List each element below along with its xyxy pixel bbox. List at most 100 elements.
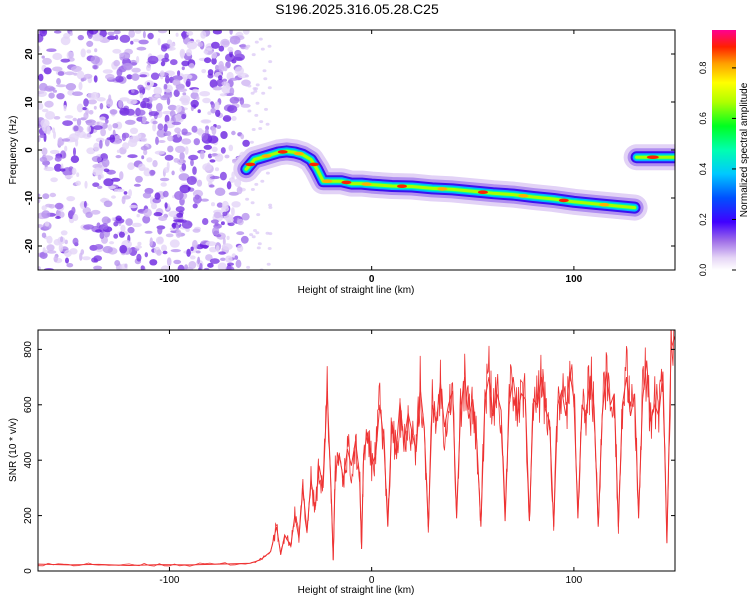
noise-blob bbox=[186, 248, 191, 257]
noise-blob bbox=[80, 48, 86, 58]
noise-blob bbox=[209, 159, 216, 163]
noise-blob bbox=[239, 97, 245, 106]
snr-xtick-label: 0 bbox=[369, 575, 375, 586]
noise-blob bbox=[197, 256, 201, 265]
noise-blob bbox=[181, 30, 187, 40]
noise-blob bbox=[65, 257, 69, 264]
noise-blob bbox=[64, 249, 72, 258]
noise-blob bbox=[146, 82, 151, 86]
trace-peak bbox=[477, 190, 488, 194]
noise-blob bbox=[202, 163, 213, 171]
noise-blob bbox=[103, 178, 114, 187]
noise-blob bbox=[226, 181, 232, 190]
noise-blob bbox=[205, 254, 213, 261]
noise-blob bbox=[171, 121, 182, 126]
noise-blob bbox=[146, 157, 153, 163]
noise-blob bbox=[254, 40, 259, 44]
noise-blob bbox=[143, 149, 148, 156]
noise-blob bbox=[214, 101, 220, 111]
noise-blob bbox=[222, 211, 228, 217]
noise-blob bbox=[160, 265, 170, 270]
noise-blob bbox=[142, 192, 152, 199]
noise-blob bbox=[94, 244, 104, 250]
noise-blob bbox=[86, 147, 96, 155]
noise-blob bbox=[76, 103, 84, 113]
noise-blob bbox=[192, 88, 199, 93]
noise-blob bbox=[199, 91, 211, 97]
noise-blob bbox=[221, 200, 229, 210]
noise-blob bbox=[156, 102, 163, 112]
noise-blob bbox=[41, 55, 45, 59]
noise-blob bbox=[166, 39, 173, 45]
noise-blob bbox=[38, 197, 41, 204]
noise-blob bbox=[181, 138, 192, 145]
noise-blob bbox=[52, 89, 58, 93]
noise-blob bbox=[60, 36, 71, 46]
noise-blob bbox=[240, 235, 249, 244]
noise-blob bbox=[108, 94, 112, 102]
noise-blob bbox=[124, 263, 128, 268]
noise-blob bbox=[142, 97, 150, 103]
noise-blob bbox=[128, 30, 135, 38]
noise-blob bbox=[133, 38, 140, 43]
noise-blob bbox=[245, 197, 250, 201]
noise-blob bbox=[235, 259, 242, 268]
noise-blob bbox=[218, 251, 226, 255]
noise-blob bbox=[218, 64, 225, 73]
noise-blob bbox=[113, 30, 121, 35]
noise-blob bbox=[116, 149, 121, 153]
noise-blob bbox=[44, 221, 50, 227]
noise-blob bbox=[159, 177, 170, 182]
snr-xlabel: Height of straight line (km) bbox=[298, 585, 415, 596]
noise-blob bbox=[201, 132, 209, 141]
colorbar-ticks: 0.0 0.2 0.4 0.6 0.8 bbox=[698, 62, 736, 276]
spectrogram-ylabel: Frequency (Hz) bbox=[8, 116, 19, 185]
noise-blob bbox=[143, 168, 152, 177]
noise-blob bbox=[105, 118, 109, 124]
noise-blob bbox=[266, 262, 271, 266]
noise-blob bbox=[188, 154, 199, 161]
noise-blob bbox=[199, 262, 203, 270]
noise-blob bbox=[192, 239, 198, 249]
noise-blob bbox=[72, 213, 79, 222]
noise-blob bbox=[137, 133, 142, 139]
noise-blob bbox=[63, 104, 67, 112]
noise-blob bbox=[136, 56, 140, 64]
trace-peak bbox=[341, 180, 352, 185]
noise-blob bbox=[251, 53, 256, 57]
noise-blob bbox=[210, 219, 219, 224]
noise-blob bbox=[170, 59, 178, 66]
noise-blob bbox=[214, 167, 220, 172]
noise-blob bbox=[165, 75, 170, 84]
trace-peak bbox=[437, 187, 448, 191]
noise-blob bbox=[155, 236, 164, 245]
snr-ytick-label: 800 bbox=[23, 341, 34, 358]
noise-blob bbox=[224, 154, 230, 159]
noise-blob bbox=[214, 187, 226, 196]
noise-blob bbox=[215, 64, 219, 71]
noise-blob bbox=[93, 75, 98, 83]
noise-blob bbox=[257, 242, 262, 246]
noise-blob bbox=[41, 210, 51, 219]
noise-blob bbox=[87, 93, 96, 99]
snr-xtick-label: 100 bbox=[566, 575, 583, 586]
noise-blob bbox=[150, 72, 160, 80]
noise-blob bbox=[181, 73, 193, 80]
noise-blob bbox=[209, 246, 217, 253]
trace-peak bbox=[518, 194, 529, 198]
noise-blob bbox=[181, 113, 187, 120]
colorbar-gradient bbox=[712, 30, 736, 270]
noise-blob bbox=[60, 230, 68, 236]
noise-blob bbox=[123, 62, 133, 71]
noise-blob bbox=[69, 31, 73, 36]
noise-blob bbox=[49, 149, 60, 155]
noise-blob bbox=[59, 211, 65, 218]
noise-blob bbox=[114, 135, 121, 140]
noise-blob bbox=[207, 111, 212, 115]
noise-blob bbox=[172, 79, 181, 86]
noise-blob bbox=[87, 99, 97, 105]
noise-blob bbox=[93, 265, 103, 270]
noise-blob bbox=[88, 110, 94, 115]
noise-blob bbox=[100, 174, 104, 179]
noise-blob bbox=[115, 75, 124, 83]
